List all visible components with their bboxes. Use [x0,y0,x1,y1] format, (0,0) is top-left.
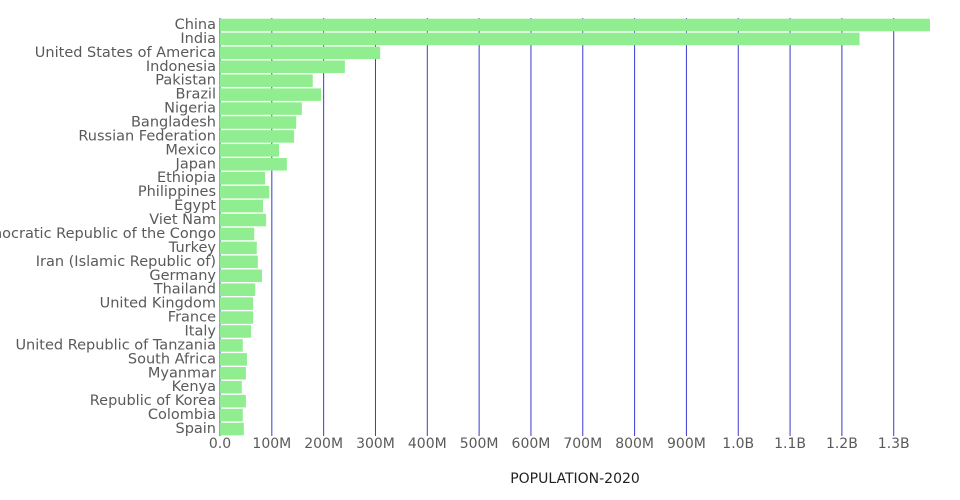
bar [220,380,242,394]
bar [220,422,244,436]
bar [220,311,254,324]
y-tick-label: Nigeria [164,101,216,117]
y-tick-label: Japan [175,156,216,172]
y-tick-label: China [175,17,216,33]
y-tick-label: South Africa [128,351,216,367]
bar [220,171,266,185]
bar [220,88,322,101]
y-tick-label: Mexico [165,142,216,158]
y-tick-label: Indonesia [146,59,216,75]
bar [220,325,252,338]
x-tick-label: 1.2B [826,436,858,452]
bar [220,213,267,227]
bar [220,394,246,408]
y-tick-label: India [180,31,216,47]
x-tick-label: 1.0B [722,436,754,452]
bar [220,144,280,157]
x-tick-label: 100M [252,436,291,452]
bar [220,241,257,255]
y-tick-label: Brazil [176,87,216,103]
y-tick-label: Philippines [138,184,216,200]
y-tick-label: Iran (Islamic Republic of) [36,254,216,270]
x-tick-label: 600M [512,436,551,452]
y-tick-label: United Kingdom [100,296,216,312]
y-tick-label: United Republic of Tanzania [15,337,216,353]
y-tick-label: Ethiopia [157,170,216,186]
y-tick-label: Colombia [148,407,216,423]
bar [220,353,247,366]
bar [220,32,860,46]
labels: 0.0 100M 200M 300M 400M 500M 600M 700M 800M 900M 1… [0,17,910,452]
x-tick-label: 700M [563,436,602,452]
x-tick-label: 1.3B [878,436,910,452]
y-tick-label: Thailand [153,282,216,298]
y-tick-label: Russian Federation [78,128,216,144]
y-tick-label: Pakistan [155,73,216,89]
bar [220,199,264,213]
bar [220,408,243,422]
grid [219,18,895,436]
y-tick-label: France [168,310,216,326]
x-tick-label: 0.0 [209,436,231,452]
x-tick-label: 300M [356,436,395,452]
y-tick-label: United States of America [35,45,216,61]
x-tick-label: 900M [667,436,706,452]
bar [220,185,270,199]
y-tick-label: Germany [149,268,216,284]
x-tick-label: 200M [304,436,343,452]
y-tick-label: Turkey [168,240,217,256]
bar [220,339,243,352]
bar [220,116,297,129]
x-tick-label: 800M [615,436,654,452]
x-tick-label: 400M [408,436,447,452]
bar [220,158,287,171]
bar [220,297,254,310]
bar [220,269,262,283]
bar [220,74,313,87]
bar [220,367,246,380]
bar [220,227,255,241]
y-tick-label: Egypt [174,198,216,214]
y-tick-label: Viet Nam [149,212,216,228]
x-axis-title: POPULATION-2020 [510,471,640,487]
bar [220,283,256,296]
y-tick-label: Myanmar [148,365,216,381]
bar [220,18,930,32]
bar [220,130,295,143]
x-tick-label: 1.1B [774,436,806,452]
y-tick-label: Kenya [172,379,216,395]
bar [220,46,381,60]
x-tick-label: 500M [460,436,499,452]
y-tick-label: Spain [175,421,216,437]
y-tick-label: Italy [185,324,217,340]
bar [220,60,345,74]
bars [220,18,930,436]
bar [220,102,302,115]
y-tick-label: Democratic Republic of the Congo [0,226,216,242]
y-tick-label: Republic of Korea [90,393,216,409]
y-tick-label: Bangladesh [131,115,216,131]
bar [220,255,258,269]
